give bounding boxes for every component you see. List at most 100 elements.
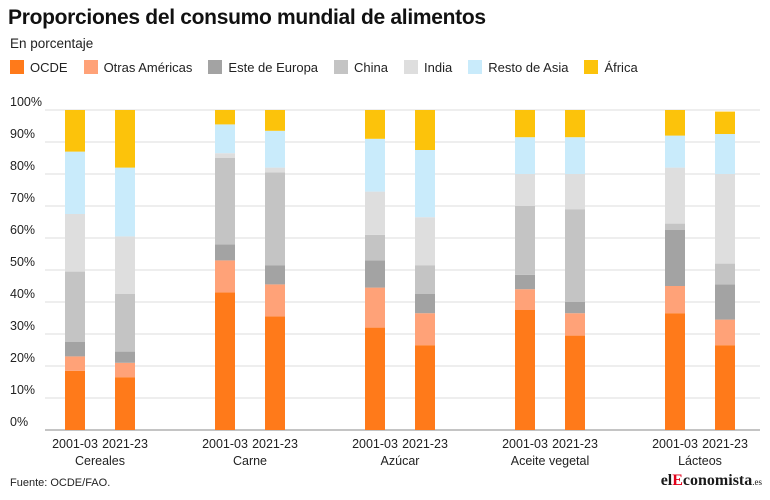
bar-segment (715, 284, 735, 320)
legend-item-china: China (334, 60, 388, 75)
chart-subtitle: En porcentaje (10, 36, 94, 51)
bar-segment (265, 284, 285, 317)
bar-segment (115, 351, 135, 363)
bar-segment (515, 174, 535, 206)
bar-segment (565, 110, 585, 138)
bar-segment (365, 287, 385, 328)
y-tick-label: 60% (10, 223, 35, 237)
bar-segment (515, 206, 535, 275)
bar-segment (515, 310, 535, 430)
bar-segment (415, 313, 435, 346)
bar-segment (715, 319, 735, 346)
bar-segment (565, 302, 585, 314)
bar-segment (215, 260, 235, 293)
group-label: Lácteos (678, 454, 722, 468)
bar-segment (565, 335, 585, 430)
bar-segment (365, 138, 385, 192)
legend-item-resto-de-asia: Resto de Asia (468, 60, 568, 75)
bar-segment (115, 377, 135, 430)
y-tick-label: 20% (10, 351, 35, 365)
x-tick-label: 2021-23 (702, 437, 748, 451)
bar-segment (115, 110, 135, 168)
bar-segment (715, 111, 735, 134)
x-tick-label: 2021-23 (252, 437, 298, 451)
chart-title: Proporciones del consumo mundial de alim… (8, 6, 486, 29)
bar-segment (65, 110, 85, 152)
legend-item-otras-americas: Otras Américas (83, 60, 192, 75)
legend-label-africa: África (604, 59, 638, 75)
bar-segment (65, 214, 85, 272)
group-label: Carne (233, 454, 267, 468)
y-tick-label: 70% (10, 191, 35, 205)
legend-swatch-china (334, 60, 349, 74)
bar-segment (415, 345, 435, 430)
bar-segment (365, 234, 385, 261)
group-label: Cereales (75, 454, 125, 468)
bar-segment (665, 110, 685, 136)
bar-segment (65, 151, 85, 214)
y-tick-label: 40% (10, 287, 35, 301)
bar-segment (115, 294, 135, 352)
bar-segment (115, 236, 135, 294)
bar-segment (365, 110, 385, 139)
bar-segment (265, 167, 285, 173)
legend-item-africa: África (584, 59, 638, 75)
legend-label-india: India (424, 59, 453, 75)
bar-segment (65, 342, 85, 357)
y-tick-label: 90% (10, 127, 35, 141)
x-tick-label: 2021-23 (102, 437, 148, 451)
x-tick-label: 2001-03 (202, 437, 248, 451)
x-tick-label: 2021-23 (402, 437, 448, 451)
brand-logo: elEconomista.es (660, 472, 762, 489)
legend-swatch-este-de-europa (208, 60, 223, 74)
bar-segment (515, 137, 535, 174)
group-label: Aceite vegetal (511, 454, 590, 468)
legend-item-este-de-europa: Este de Europa (208, 60, 318, 75)
bar-segment (715, 174, 735, 264)
legend: OCDE Otras Américas Este de Europa China… (10, 58, 654, 76)
bar-segment (565, 209, 585, 302)
bar-segment (115, 167, 135, 237)
legend-label-china: China (354, 59, 389, 75)
bar-segment (565, 137, 585, 174)
bar-segment (515, 289, 535, 310)
bar-segment (265, 172, 285, 266)
bar-segment (565, 174, 585, 210)
bar-segment (215, 110, 235, 125)
bar-segment (665, 286, 685, 314)
bar-segment (515, 110, 535, 138)
bar-segment (65, 356, 85, 371)
y-tick-label: 80% (10, 159, 35, 173)
y-tick-label: 0% (10, 415, 28, 429)
bar-segment (265, 265, 285, 285)
bar-segment (515, 274, 535, 290)
bar-segment (365, 260, 385, 288)
bar-segment (415, 110, 435, 150)
bar-segment (565, 313, 585, 336)
bar-segment (215, 244, 235, 261)
legend-label-resto-de-asia: Resto de Asia (488, 59, 569, 75)
bar-segment (715, 345, 735, 430)
bar-segment (715, 263, 735, 285)
bar-segment (215, 124, 235, 154)
bar-segment (415, 294, 435, 314)
bar-segment (215, 153, 235, 158)
x-tick-label: 2001-03 (352, 437, 398, 451)
bar-segment (665, 223, 685, 230)
bar-segment (65, 370, 85, 430)
x-tick-label: 2001-03 (502, 437, 548, 451)
bar-segment (415, 150, 435, 218)
bar-segment (265, 130, 285, 168)
bar-segment (215, 292, 235, 430)
bar-segment (665, 167, 685, 224)
legend-swatch-india (404, 60, 419, 74)
bar-segment (365, 327, 385, 430)
legend-swatch-otras-americas (83, 60, 98, 74)
legend-item-india: India (404, 60, 452, 75)
legend-item-ocde: OCDE (10, 60, 68, 75)
y-tick-label: 100% (10, 95, 42, 109)
bar-segment (665, 313, 685, 430)
bar-segment (715, 134, 735, 174)
legend-label-este-de-europa: Este de Europa (228, 59, 319, 75)
